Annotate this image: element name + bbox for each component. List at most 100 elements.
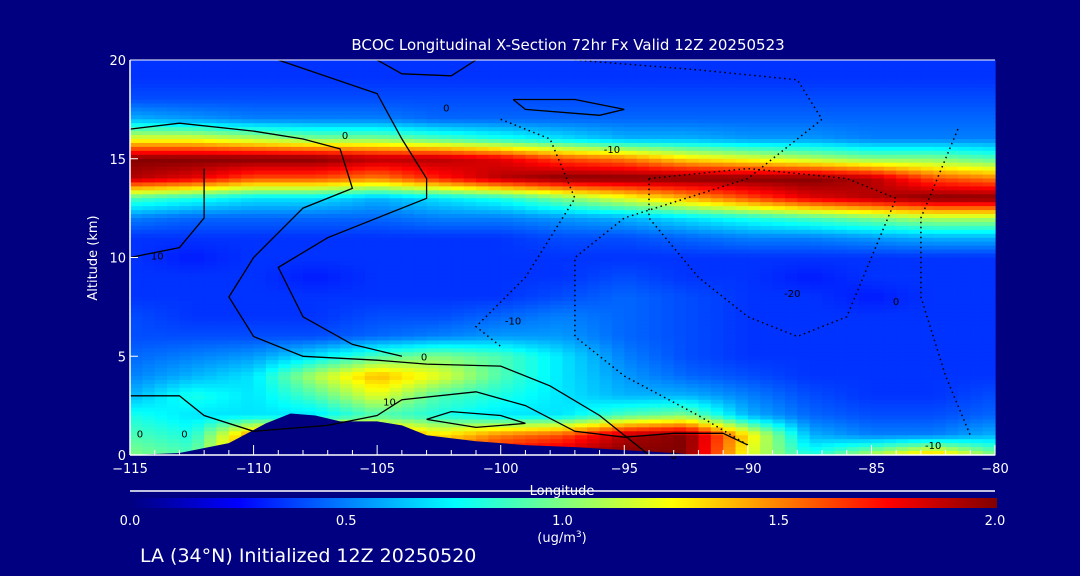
heatmap-cell [488,186,502,191]
heatmap-cell [871,60,885,65]
heatmap-cell [204,194,218,199]
heatmap-cell [216,60,230,65]
heatmap-cell [228,316,242,322]
heatmap-cell [822,332,835,338]
heatmap-cell [562,269,576,274]
heatmap-cell [649,221,662,227]
heatmap-cell [537,67,551,73]
heatmap-cell [797,245,811,251]
heatmap-cell [352,71,366,77]
heatmap-cell [278,308,292,314]
heatmap-cell [636,218,650,223]
heatmap-cell [920,332,934,338]
heatmap-cell [204,182,218,187]
heatmap-cell [933,289,947,294]
heatmap-cell [204,202,218,207]
heatmap-cell [809,336,823,342]
heatmap-cell [834,214,848,219]
heatmap-cell [426,131,440,136]
heatmap-cell [167,146,181,152]
heatmap-cell [846,170,860,176]
heatmap-cell [822,67,835,73]
heatmap-cell [278,174,292,180]
heatmap-cell [389,119,403,124]
heatmap-cell [315,281,329,286]
heatmap-cell [698,225,712,231]
heatmap-cell [315,285,329,290]
heatmap-cell [896,253,910,259]
heatmap-cell [772,225,786,231]
heatmap-cell [723,131,737,136]
heatmap-cell [562,150,576,156]
heatmap-cell [476,324,489,330]
heatmap-cell [142,123,156,128]
heatmap-cell [624,135,638,140]
heatmap-cell [550,221,564,227]
heatmap-cell [574,304,588,310]
heatmap-cell [920,308,934,314]
heatmap-cell [834,154,848,160]
heatmap-cell [710,285,724,290]
heatmap-cell [130,269,143,274]
heatmap-cell [364,225,378,231]
heatmap-cell [154,316,168,322]
heatmap-cell [957,214,971,219]
heatmap-cell [401,340,415,345]
heatmap-cell [513,115,527,120]
heatmap-cell [710,115,724,120]
heatmap-cell [673,103,687,108]
heatmap-cell [982,297,996,302]
heatmap-cell [562,221,576,227]
heatmap-cell [772,324,786,330]
heatmap-cell [142,95,156,101]
heatmap-cell [599,182,613,187]
heatmap-cell [451,87,465,93]
heatmap-cell [241,253,255,259]
heatmap-cell [896,324,910,330]
heatmap-cell [191,95,205,101]
heatmap-cell [636,308,650,314]
heatmap-cell [278,127,292,132]
heatmap-cell [204,304,218,310]
heatmap-cell [463,281,477,286]
heatmap-cell [241,257,255,263]
heatmap-cell [611,99,625,105]
heatmap-cell [636,210,650,215]
heatmap-cell [624,336,638,342]
heatmap-cell [364,158,378,164]
heatmap-cell [352,277,366,282]
heatmap-cell [871,221,885,227]
heatmap-cell [401,300,415,306]
heatmap-cell [389,214,403,219]
heatmap-cell [426,261,440,266]
heatmap-cell [463,332,477,338]
heatmap-cell [525,304,539,310]
heatmap-cell [253,241,267,247]
heatmap-cell [253,111,267,116]
heatmap-cell [760,91,774,97]
heatmap-cell [290,273,304,278]
heatmap-cell [710,289,724,294]
heatmap-cell [636,71,650,77]
heatmap-cell [624,119,638,124]
heatmap-cell [364,273,378,278]
heatmap-cell [500,115,514,120]
heatmap-cell [809,115,823,120]
heatmap-cell [784,308,798,314]
heatmap-cell [784,285,798,290]
heatmap-cell [253,257,267,263]
heatmap-cell [142,71,156,77]
heatmap-cell [673,79,687,85]
heatmap-cell [945,253,959,259]
heatmap-cell [933,170,947,176]
heatmap-cell [476,111,489,116]
heatmap-cell [438,253,452,259]
heatmap-cell [451,229,465,235]
heatmap-cell [228,139,242,144]
heatmap-cell [253,170,267,176]
heatmap-cell [859,273,873,278]
heatmap-cell [797,107,811,112]
heatmap-cell [760,87,774,93]
heatmap-cell [241,202,255,207]
heatmap-cell [599,269,613,274]
